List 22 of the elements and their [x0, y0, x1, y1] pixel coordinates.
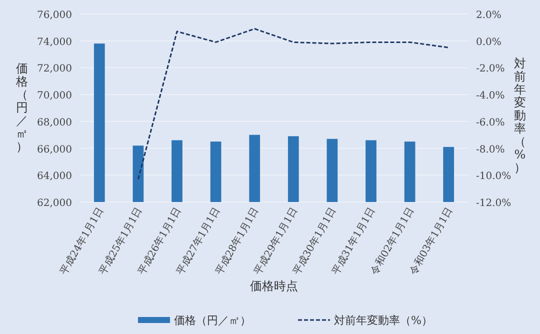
y-tick-label: 72,000: [37, 64, 72, 75]
y2-tick-label: -6.0%: [476, 117, 505, 128]
y-tick-label: 66,000: [37, 144, 72, 156]
x-axis-title: 価格時点: [250, 279, 298, 293]
legend-label: 対前年変動率（%）: [334, 314, 432, 327]
y2-tick-label: -2.0%: [476, 64, 505, 75]
y-axis-title: 価格（円／㎡）: [15, 62, 28, 154]
line-series: [137, 28, 450, 180]
y2-tick-label: 0.0%: [476, 36, 502, 48]
y2-tick-label: -4.0%: [476, 90, 505, 102]
y2-tick-label: -10.0%: [476, 171, 512, 182]
y2-tick-label: -12.0%: [476, 198, 512, 209]
y-tick-label: 62,000: [37, 198, 72, 209]
legend-label: 価格（円／㎡）: [174, 314, 251, 327]
y2-tick-label: -8.0%: [476, 144, 505, 156]
y-tick-label: 64,000: [37, 171, 72, 182]
text: 対前年変動率（%）: [514, 56, 526, 174]
y-tick-label: 74,000: [37, 36, 72, 48]
y2-tick-label: 2.0%: [476, 10, 502, 21]
y-tick-label: 70,000: [37, 90, 72, 102]
y-tick-label: 76,000: [37, 10, 72, 21]
y-tick-label: 68,000: [37, 117, 72, 128]
